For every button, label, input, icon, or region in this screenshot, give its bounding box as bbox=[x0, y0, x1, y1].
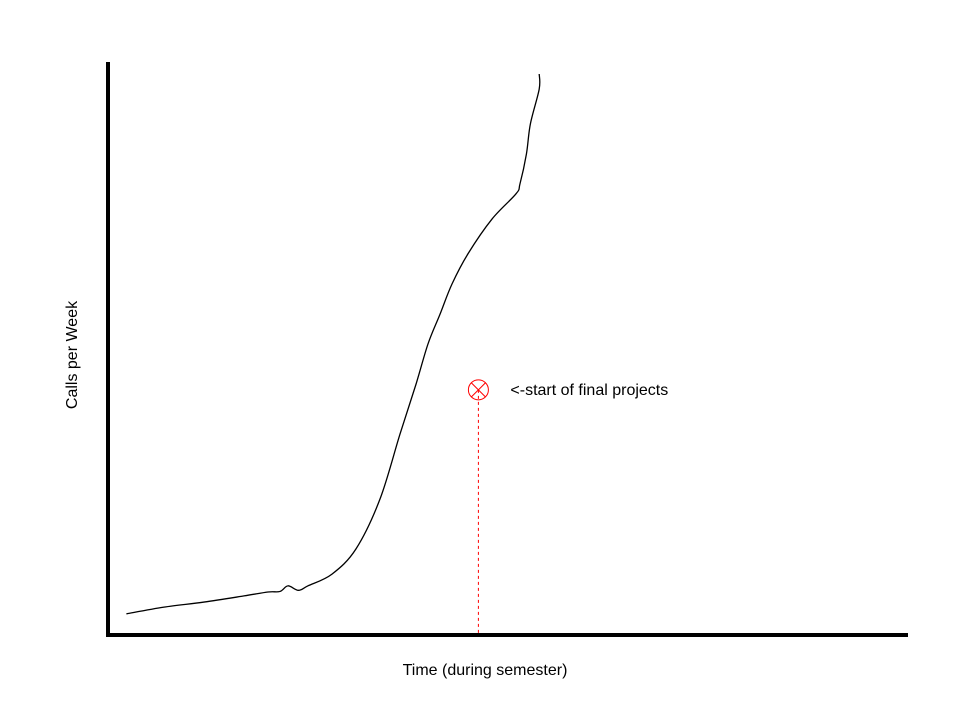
y-axis-label: Calls per Week bbox=[64, 300, 81, 409]
series-line bbox=[126, 73, 541, 615]
x-axis-label: Time (during semester) bbox=[403, 662, 568, 679]
start-final-projects-marker bbox=[467, 379, 489, 401]
marker-circle bbox=[467, 379, 489, 401]
marker-cross-2 bbox=[471, 382, 486, 398]
annotation-label: <-start of final projects bbox=[510, 382, 668, 399]
